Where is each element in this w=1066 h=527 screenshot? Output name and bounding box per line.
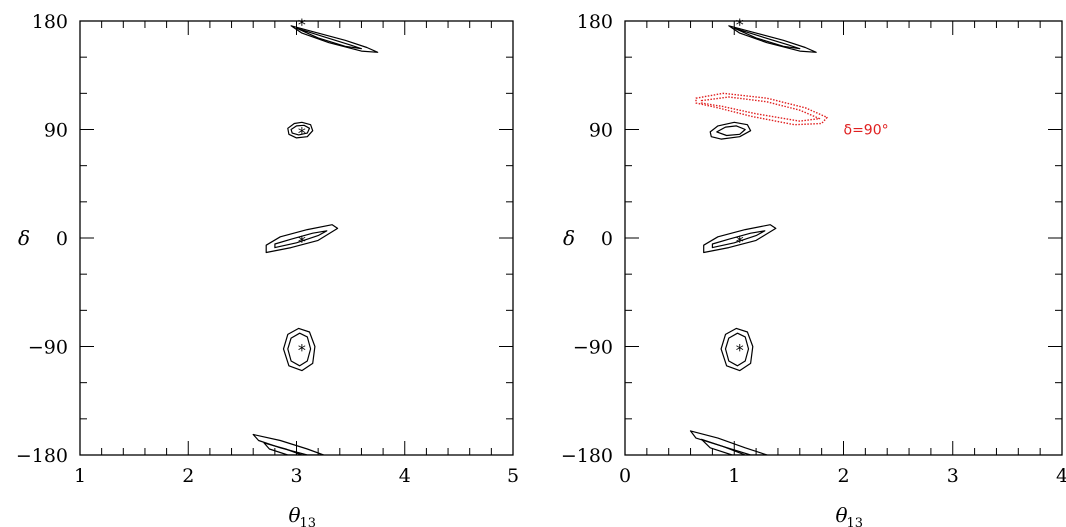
confidence-contour [295, 27, 362, 50]
confidence-contour [689, 430, 768, 455]
x-axis-title-subscript: 13 [847, 516, 864, 527]
y-tick-label: −90 [28, 337, 68, 359]
y-tick-label: 0 [601, 228, 613, 250]
y-tick-label: 90 [589, 120, 613, 142]
x-axis-title: θ [289, 503, 301, 527]
true-value-marker: * [298, 341, 306, 360]
true-value-marker: * [736, 341, 744, 360]
confidence-contour [720, 327, 754, 372]
confidence-contour [282, 327, 316, 372]
x-tick-label: 0 [619, 465, 631, 487]
confidence-contour [290, 25, 379, 53]
x-tick-label: 4 [1056, 465, 1066, 487]
y-tick-label: 0 [56, 228, 68, 250]
delta-annotation: δ=90° [844, 123, 889, 139]
plot-frame [624, 20, 1063, 456]
contour-group [252, 25, 379, 455]
confidence-contour [711, 230, 766, 249]
true-value-marker: * [298, 124, 306, 143]
confidence-contour [703, 224, 777, 254]
x-tick-label: 3 [947, 465, 959, 487]
y-tick-label: 90 [44, 120, 68, 142]
confidence-contour [724, 332, 750, 367]
y-tick-label: 180 [577, 11, 613, 33]
left-panel: 1 2 3 4 5 −180 −90 0 90 180 θ13 δ * * * * [16, 11, 519, 527]
degenerate-contour [695, 92, 828, 126]
confidence-contour [716, 125, 746, 137]
true-value-marker: * [736, 232, 744, 251]
confidence-contour [287, 332, 312, 367]
y-tick-label: −90 [573, 337, 613, 359]
right-panel: 0 1 2 3 4 −180 −90 0 90 180 θ13 δ * * * δ=90° [561, 11, 1066, 527]
x-tick-label: 1 [728, 465, 740, 487]
x-axis-title-subscript: 13 [300, 516, 317, 527]
confidence-contour [287, 121, 314, 139]
confidence-contour [265, 224, 339, 254]
true-value-marker: * [298, 15, 306, 34]
y-tick-label: 180 [32, 11, 68, 33]
x-axis-title: θ [836, 503, 848, 527]
x-tick-label: 5 [507, 465, 519, 487]
contour-group [689, 25, 828, 455]
y-tick-label: −180 [561, 445, 613, 467]
x-tick-label: 3 [290, 465, 302, 487]
confidence-contour [263, 442, 303, 455]
x-tick-label: 2 [837, 465, 849, 487]
x-tick-label: 1 [74, 465, 86, 487]
confidence-contour [290, 124, 311, 136]
confidence-contour [728, 25, 817, 53]
y-tick-label: −180 [16, 445, 68, 467]
confidence-contour [274, 230, 328, 249]
y-axis-title: δ [563, 226, 575, 250]
confidence-contour [709, 121, 752, 140]
confidence-contour [733, 27, 801, 50]
confidence-contour [700, 438, 746, 455]
true-value-marker: * [298, 232, 306, 251]
confidence-contour [252, 433, 325, 455]
x-tick-label: 4 [399, 465, 411, 487]
y-axis-title: δ [18, 226, 30, 250]
x-tick-label: 2 [182, 465, 194, 487]
true-value-marker: * [736, 15, 744, 34]
